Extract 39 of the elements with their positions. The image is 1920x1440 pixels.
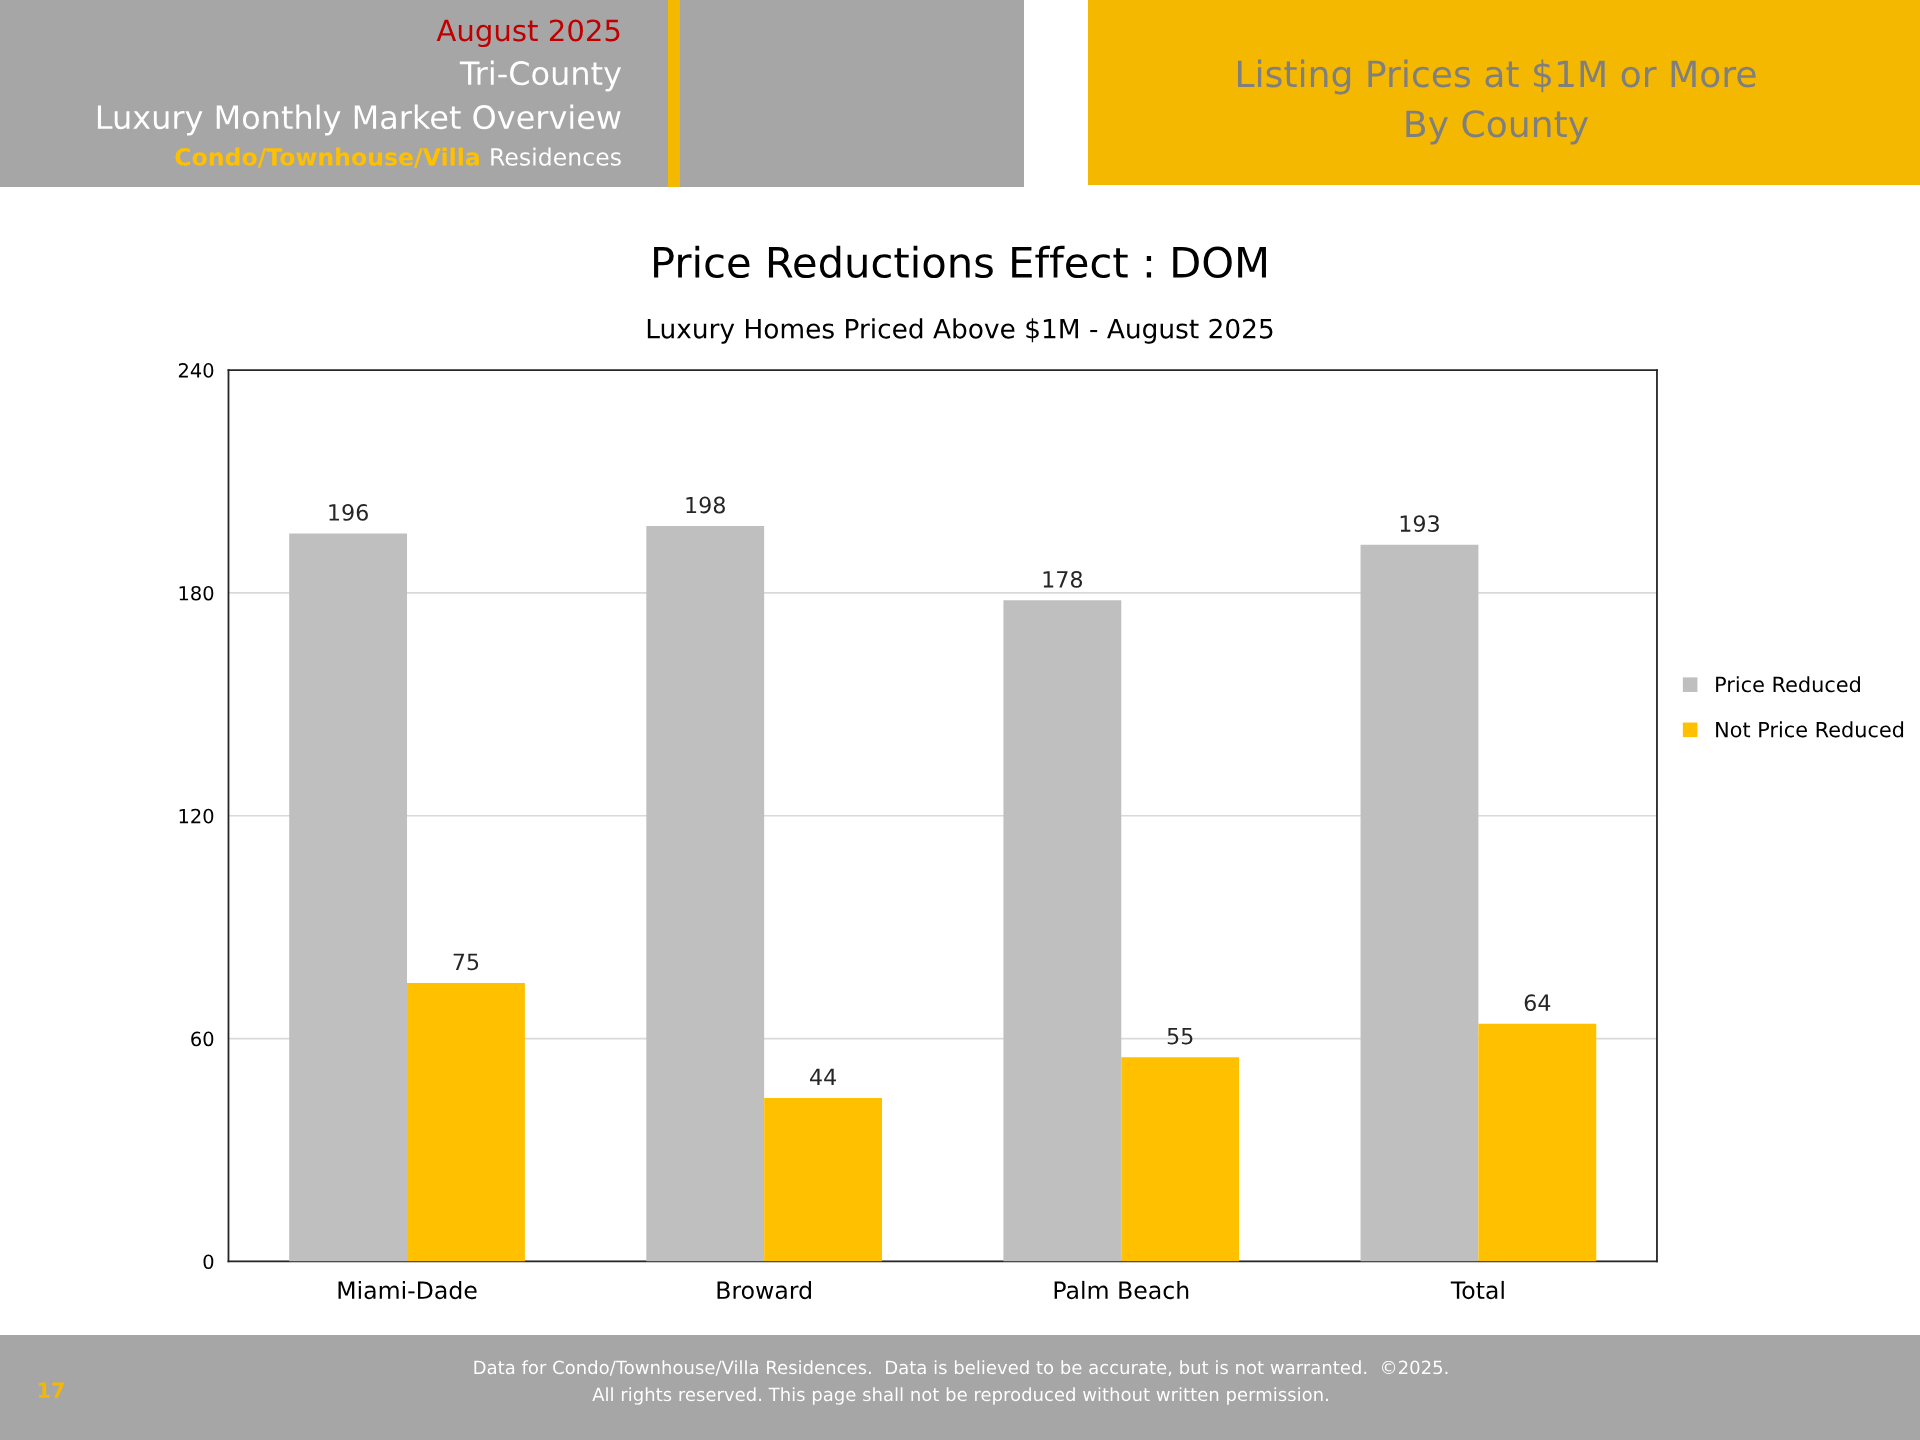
text: 17 xyxy=(38,1382,64,1398)
x-tick-label: Broward xyxy=(717,1280,811,1300)
data-label: 198 xyxy=(686,496,725,514)
bar xyxy=(764,1098,883,1262)
x-tick-label: Total xyxy=(1450,1280,1504,1300)
data-label: 75 xyxy=(453,953,479,971)
text: Luxury Monthly Market Overview xyxy=(97,104,621,136)
bar xyxy=(646,526,765,1262)
data-label: 64 xyxy=(1524,994,1551,1012)
x-tick-label: Miami-Dade xyxy=(338,1280,477,1300)
legend-label: Price Reduced xyxy=(1716,676,1860,693)
legend-label: Not Price Reduced xyxy=(1716,721,1904,738)
bar xyxy=(407,982,525,1262)
y-tick-label: 60 xyxy=(191,1031,214,1047)
bar xyxy=(1360,544,1479,1262)
bar xyxy=(1003,600,1122,1262)
chart-subtitle: Luxury Homes Priced Above $1M - August 2025 xyxy=(647,318,1273,344)
bar xyxy=(1478,1023,1597,1262)
bar xyxy=(1121,1057,1240,1262)
text: August 2025 xyxy=(436,19,620,48)
chart-title: Price Reductions Effect : DOM xyxy=(654,245,1266,279)
text: Data for Condo/Townhouse/Villa Residences. Data is believed to be accurate, but is not warranted. ©2025. xyxy=(474,1360,1448,1377)
text: Listing Prices at $1M or More xyxy=(1238,59,1756,95)
y-tick-label: 0 xyxy=(203,1254,214,1270)
data-label: 178 xyxy=(1043,570,1083,588)
text: Tri-County xyxy=(459,60,622,92)
data-label: 44 xyxy=(810,1068,836,1086)
x-tick-label: Palm Beach xyxy=(1054,1280,1189,1300)
text: All rights reserved. This page shall not be reproduced without written permission. xyxy=(592,1387,1328,1405)
bar xyxy=(289,533,408,1262)
data-label: 55 xyxy=(1167,1028,1193,1045)
text: By County xyxy=(1406,110,1589,145)
text: Condo/Townhouse/Villa xyxy=(175,147,479,168)
text: Residences xyxy=(491,147,621,166)
data-label: 193 xyxy=(1400,515,1439,532)
y-tick-label: 120 xyxy=(179,808,214,824)
y-tick-label: 180 xyxy=(179,585,214,601)
data-label: 196 xyxy=(329,504,368,521)
y-tick-label: 240 xyxy=(178,363,214,378)
